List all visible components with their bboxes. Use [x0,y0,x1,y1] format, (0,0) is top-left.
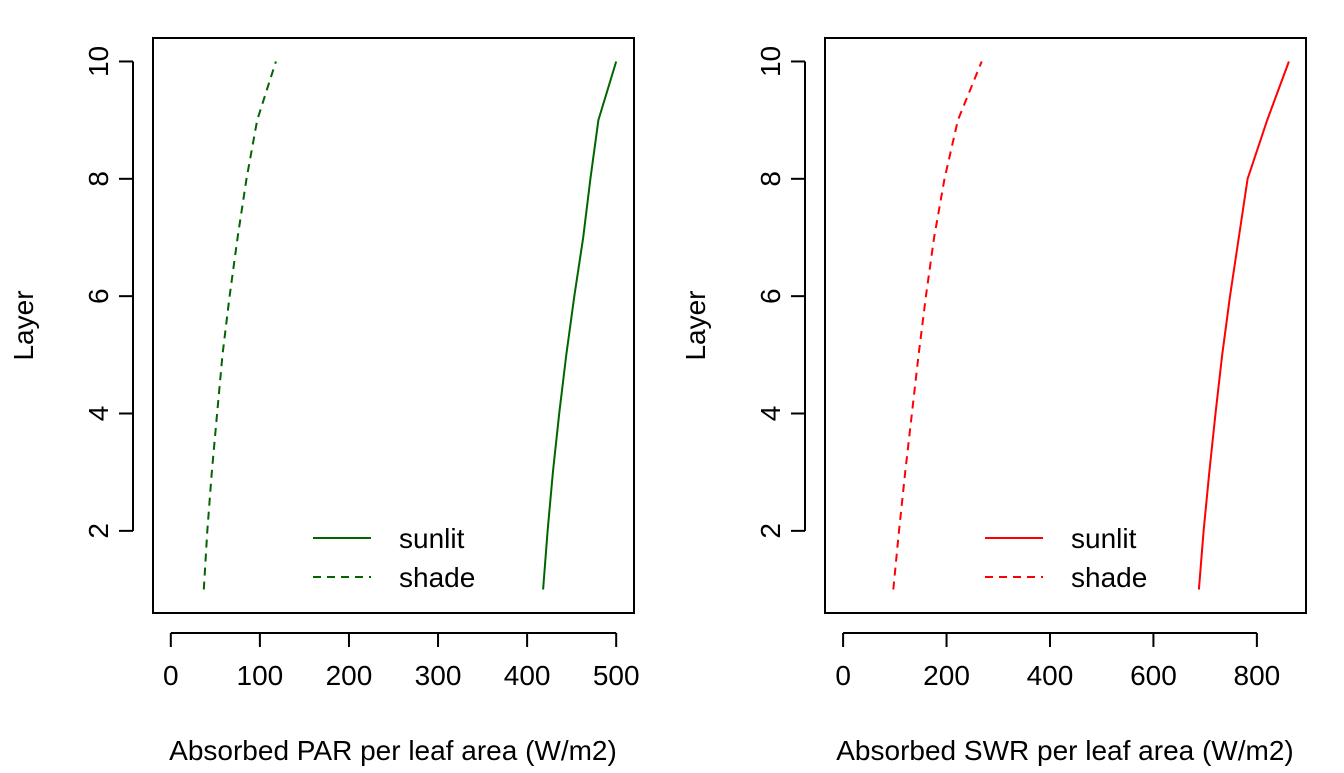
plot-frame-par [152,37,635,614]
y-tick-label-swr: 8 [755,171,786,187]
y-tick-label-swr: 4 [755,406,786,422]
plot-frame-swr [824,37,1307,614]
y-tick-label-par: 8 [83,171,114,187]
x-tick-label-swr: 800 [1234,660,1281,691]
legend-par: sunlit shade [313,523,475,593]
y-tick-label-par: 4 [83,406,114,422]
y-axis-title-par: Layer [8,290,39,360]
legend-label-sunlit-par: sunlit [399,523,465,554]
y-tick-label-par: 6 [83,288,114,304]
legend-swr: sunlit shade [985,523,1147,593]
y-axis-swr: 2 4 6 8 10 [755,46,806,539]
y-axis-par: 2 4 6 8 10 [83,46,134,539]
x-tick-label-swr: 400 [1027,660,1074,691]
x-tick-label-par: 0 [163,660,179,691]
y-tick-label-swr: 6 [755,288,786,304]
legend-label-sunlit-swr: sunlit [1071,523,1137,554]
series-line-sunlit-par [542,61,618,590]
series-line-sunlit-swr [1197,61,1290,590]
x-axis-title-par: Absorbed PAR per leaf area (W/m2) [169,735,617,766]
y-tick-label-par: 10 [83,46,114,77]
x-tick-label-par: 500 [593,660,640,691]
x-tick-label-swr: 200 [923,660,970,691]
y-axis-title-swr: Layer [680,290,711,360]
x-axis-par: 0 100 200 300 400 500 [163,632,640,691]
series-line-shade-par [202,61,277,590]
x-tick-label-par: 200 [326,660,373,691]
x-tick-label-swr: 600 [1130,660,1177,691]
x-tick-label-par: 300 [415,660,462,691]
x-tick-label-par: 400 [504,660,551,691]
y-tick-label-swr: 2 [755,523,786,539]
x-axis-swr: 0 200 400 600 800 [835,632,1281,691]
chart-swr: 0 200 400 600 800 2 4 6 8 10 sunlit shade Absorbe… [680,37,1307,766]
series-lines-par [202,61,618,590]
legend-label-shade-swr: shade [1071,562,1147,593]
series-line-shade-swr [892,61,983,590]
y-tick-label-swr: 10 [755,46,786,77]
y-tick-label-par: 2 [83,523,114,539]
x-tick-label-par: 100 [237,660,284,691]
x-axis-title-swr: Absorbed SWR per leaf area (W/m2) [836,735,1294,766]
chart-par: 0 100 200 300 400 500 2 4 6 8 10 sunlit shade Abso… [8,37,640,766]
legend-label-shade-par: shade [399,562,475,593]
x-tick-label-swr: 0 [835,660,851,691]
series-lines-swr [892,61,1290,590]
